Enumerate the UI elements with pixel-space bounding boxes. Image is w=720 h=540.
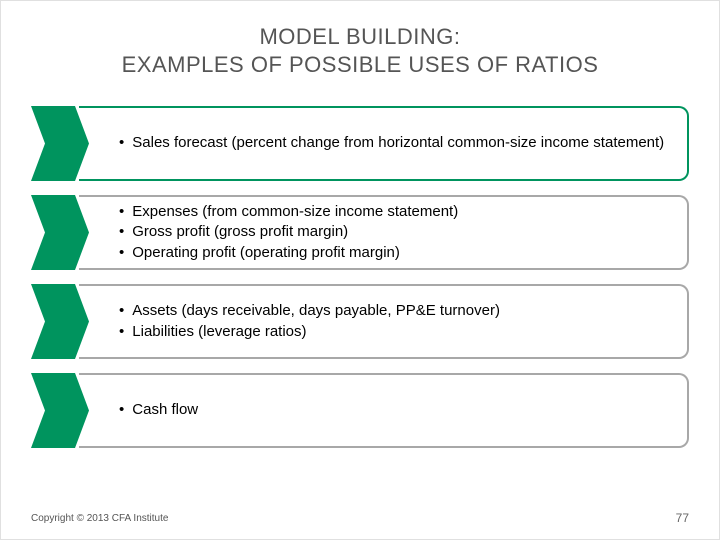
bullet: •Sales forecast (percent change from hor…: [119, 133, 669, 153]
content-box-2: •Expenses (from common-size income state…: [79, 195, 689, 270]
bullet: •Assets (days receivable, days payable, …: [119, 301, 669, 321]
row-4: •Cash flow: [31, 373, 689, 448]
bullet: •Expenses (from common-size income state…: [119, 202, 669, 222]
slide-title: MODEL BUILDING: EXAMPLES OF POSSIBLE USE…: [1, 1, 719, 88]
chevron-icon: [31, 106, 89, 181]
footer: Copyright © 2013 CFA Institute 77: [31, 511, 689, 525]
row-1: •Sales forecast (percent change from hor…: [31, 106, 689, 181]
title-line-1: MODEL BUILDING:: [41, 23, 679, 51]
content-area: •Sales forecast (percent change from hor…: [1, 88, 719, 448]
chevron-icon: [31, 195, 89, 270]
row-2: •Expenses (from common-size income state…: [31, 195, 689, 270]
bullet: •Cash flow: [119, 400, 669, 420]
chevron-icon: [31, 284, 89, 359]
title-line-2: EXAMPLES OF POSSIBLE USES OF RATIOS: [41, 51, 679, 79]
copyright-text: Copyright © 2013 CFA Institute: [31, 513, 168, 524]
chevron-icon: [31, 373, 89, 448]
bullet: •Operating profit (operating profit marg…: [119, 243, 669, 263]
row-3: •Assets (days receivable, days payable, …: [31, 284, 689, 359]
content-box-3: •Assets (days receivable, days payable, …: [79, 284, 689, 359]
bullet: •Gross profit (gross profit margin): [119, 222, 669, 242]
page-number: 77: [676, 511, 689, 525]
bullet: •Liabilities (leverage ratios): [119, 322, 669, 342]
content-box-1: •Sales forecast (percent change from hor…: [79, 106, 689, 181]
content-box-4: •Cash flow: [79, 373, 689, 448]
